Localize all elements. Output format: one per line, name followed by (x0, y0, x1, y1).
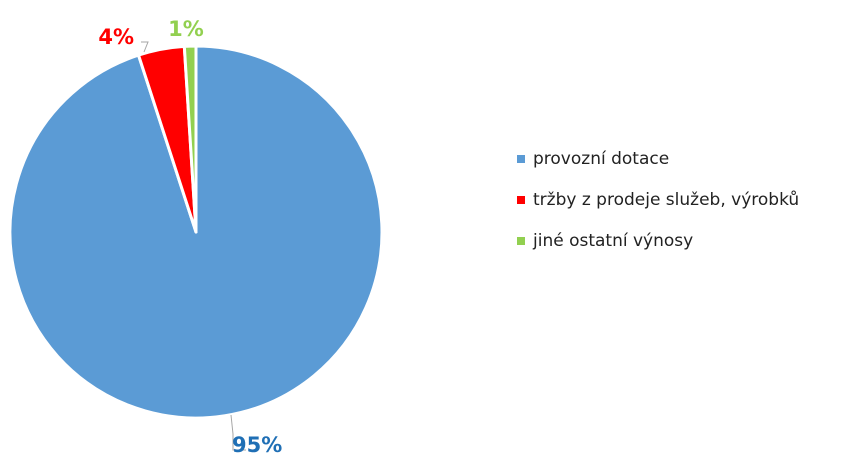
legend-label-jine-vynosy: jiné ostatní výnosy (533, 230, 694, 251)
legend-swatch-jine-vynosy (517, 236, 525, 245)
pie-slice-jine-vynosy (182, 44, 198, 234)
data-label-jine-vynosy: 1% (168, 17, 204, 41)
data-label-provozni-dotace: 95% (232, 433, 282, 453)
legend-swatch-provozni-dotace (517, 154, 525, 163)
leader-line-provozni-dotace (230, 414, 246, 451)
legend-swatch-trzby (517, 195, 525, 204)
legend-item-provozni-dotace: provozní dotace (517, 146, 799, 171)
legend-label-provozni-dotace: provozní dotace (533, 148, 670, 169)
legend-item-jine-vynosy: jiné ostatní výnosy (517, 228, 799, 253)
legend-item-trzby: tržby z prodeje služeb, výrobků (517, 187, 799, 212)
chart-legend: provozní dotace tržby z prodeje služeb, … (517, 146, 799, 269)
leader-line-trzby (141, 41, 149, 53)
data-label-trzby: 4% (98, 25, 134, 49)
legend-label-trzby: tržby z prodeje služeb, výrobků (533, 189, 800, 210)
